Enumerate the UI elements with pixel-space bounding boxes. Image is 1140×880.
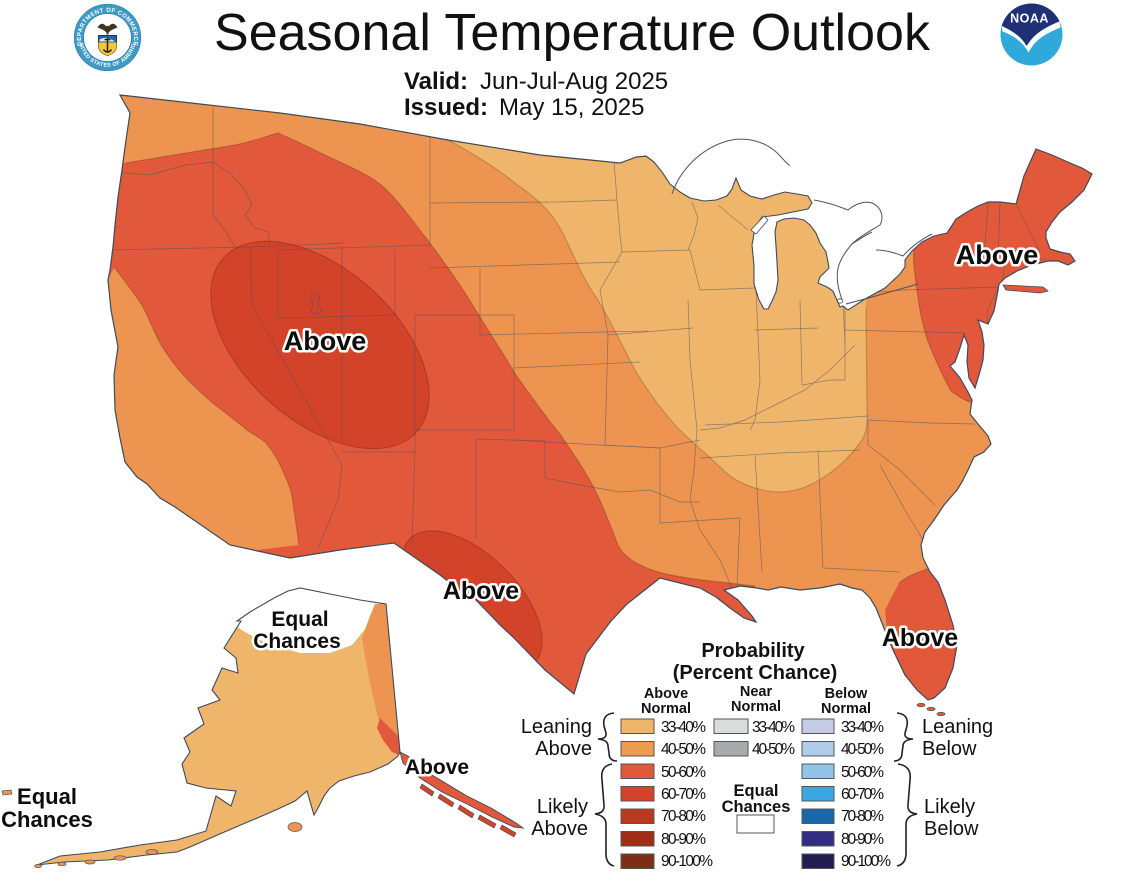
svg-text:Equal: Equal — [271, 608, 328, 631]
svg-text:Below: Below — [924, 818, 979, 840]
svg-text:60-70%: 60-70% — [661, 786, 706, 803]
svg-text:60-70%: 60-70% — [841, 786, 884, 803]
svg-text:33-40%: 33-40% — [661, 719, 706, 736]
svg-text:40-50%: 40-50% — [752, 741, 795, 758]
svg-text:Above: Above — [443, 577, 520, 605]
svg-text:Above: Above — [535, 738, 592, 760]
svg-text:Above: Above — [284, 326, 367, 356]
svg-text:80-90%: 80-90% — [661, 831, 706, 848]
svg-text:70-80%: 70-80% — [841, 808, 884, 825]
svg-text:90-100%: 90-100% — [841, 853, 891, 870]
svg-text:Leaning: Leaning — [521, 716, 592, 738]
svg-text:NOAA: NOAA — [1010, 12, 1049, 26]
svg-text:Chances: Chances — [1, 807, 93, 832]
svg-text:33-40%: 33-40% — [752, 719, 795, 736]
svg-text:Normal: Normal — [821, 701, 871, 717]
svg-text:(Percent Chance): (Percent Chance) — [673, 662, 838, 684]
svg-text:Normal: Normal — [731, 699, 781, 715]
svg-text:33-40%: 33-40% — [841, 719, 884, 736]
svg-text:Above: Above — [882, 624, 959, 652]
svg-text:Chances: Chances — [253, 630, 341, 653]
svg-text:Equal: Equal — [734, 782, 779, 800]
svg-text:Likely: Likely — [537, 796, 588, 818]
svg-text:40-50%: 40-50% — [661, 741, 706, 758]
svg-text:90-100%: 90-100% — [661, 853, 713, 870]
svg-text:Likely: Likely — [924, 796, 975, 818]
svg-text:Above: Above — [405, 756, 469, 779]
svg-text:Issued:May 15, 2025: Issued: May 15, 2025 — [404, 94, 644, 121]
svg-text:Normal: Normal — [641, 701, 691, 717]
svg-text:80-90%: 80-90% — [841, 831, 884, 848]
svg-text:50-60%: 50-60% — [661, 764, 706, 781]
svg-text:70-80%: 70-80% — [661, 808, 706, 825]
svg-text:Probability: Probability — [701, 640, 805, 662]
svg-text:Above: Above — [956, 240, 1039, 270]
svg-text:Equal: Equal — [17, 784, 77, 809]
svg-text:Valid:Jun-Jul-Aug 2025: Valid: Jun-Jul-Aug 2025 — [404, 68, 668, 95]
svg-text:Near: Near — [740, 684, 773, 700]
svg-text:Leaning: Leaning — [922, 716, 993, 738]
svg-text:Below: Below — [825, 686, 868, 702]
svg-text:50-60%: 50-60% — [841, 764, 884, 781]
svg-text:40-50%: 40-50% — [841, 741, 884, 758]
svg-text:Seasonal Temperature Outlook: Seasonal Temperature Outlook — [214, 4, 931, 62]
svg-text:Above: Above — [531, 818, 588, 840]
svg-text:Above: Above — [644, 686, 688, 702]
svg-text:Below: Below — [922, 738, 977, 760]
svg-text:Chances: Chances — [722, 798, 791, 816]
